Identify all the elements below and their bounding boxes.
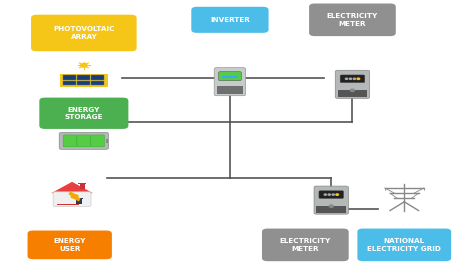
FancyBboxPatch shape <box>314 186 348 214</box>
FancyBboxPatch shape <box>357 228 451 261</box>
FancyBboxPatch shape <box>75 198 83 199</box>
FancyBboxPatch shape <box>63 75 76 80</box>
FancyBboxPatch shape <box>262 228 349 261</box>
FancyBboxPatch shape <box>91 135 105 147</box>
FancyBboxPatch shape <box>221 74 238 76</box>
FancyBboxPatch shape <box>309 3 396 36</box>
Text: PHOTOVOLTAIC
ARRAY: PHOTOVOLTAIC ARRAY <box>53 26 115 40</box>
FancyBboxPatch shape <box>217 86 243 94</box>
Circle shape <box>328 194 330 195</box>
FancyBboxPatch shape <box>76 198 82 204</box>
FancyBboxPatch shape <box>60 74 108 87</box>
FancyBboxPatch shape <box>319 191 344 198</box>
Circle shape <box>81 64 87 67</box>
Polygon shape <box>51 182 93 193</box>
FancyBboxPatch shape <box>27 231 112 259</box>
FancyBboxPatch shape <box>91 75 104 80</box>
FancyBboxPatch shape <box>191 7 269 33</box>
Circle shape <box>349 78 352 79</box>
Circle shape <box>350 89 355 92</box>
Circle shape <box>357 78 360 80</box>
Circle shape <box>346 78 347 79</box>
FancyBboxPatch shape <box>221 77 238 78</box>
Text: ELECTRICITY
METER: ELECTRICITY METER <box>280 238 331 252</box>
FancyBboxPatch shape <box>219 72 241 81</box>
FancyBboxPatch shape <box>63 81 76 85</box>
FancyBboxPatch shape <box>57 204 80 205</box>
Text: NATIONAL
ELECTRICITY GRID: NATIONAL ELECTRICITY GRID <box>367 238 441 252</box>
Text: INVERTER: INVERTER <box>210 17 250 23</box>
FancyBboxPatch shape <box>77 81 91 85</box>
FancyBboxPatch shape <box>335 70 370 98</box>
Circle shape <box>332 194 334 195</box>
FancyBboxPatch shape <box>77 75 91 80</box>
FancyBboxPatch shape <box>59 132 109 149</box>
Text: ENERGY
STORAGE: ENERGY STORAGE <box>64 106 103 120</box>
FancyBboxPatch shape <box>77 135 91 147</box>
FancyBboxPatch shape <box>317 206 346 213</box>
FancyBboxPatch shape <box>91 81 104 85</box>
FancyBboxPatch shape <box>106 139 108 143</box>
FancyBboxPatch shape <box>340 75 365 83</box>
Circle shape <box>353 78 356 79</box>
FancyBboxPatch shape <box>31 15 137 51</box>
FancyBboxPatch shape <box>63 135 77 147</box>
FancyBboxPatch shape <box>53 192 91 206</box>
FancyBboxPatch shape <box>80 184 84 189</box>
Text: ENERGY
USER: ENERGY USER <box>54 238 86 252</box>
FancyBboxPatch shape <box>337 90 367 97</box>
FancyBboxPatch shape <box>214 68 246 96</box>
Text: ELECTRICITY
METER: ELECTRICITY METER <box>327 13 378 27</box>
FancyBboxPatch shape <box>221 76 238 77</box>
Circle shape <box>336 194 338 195</box>
Circle shape <box>324 194 327 195</box>
Circle shape <box>329 205 333 207</box>
FancyBboxPatch shape <box>78 183 86 184</box>
FancyBboxPatch shape <box>39 98 128 129</box>
